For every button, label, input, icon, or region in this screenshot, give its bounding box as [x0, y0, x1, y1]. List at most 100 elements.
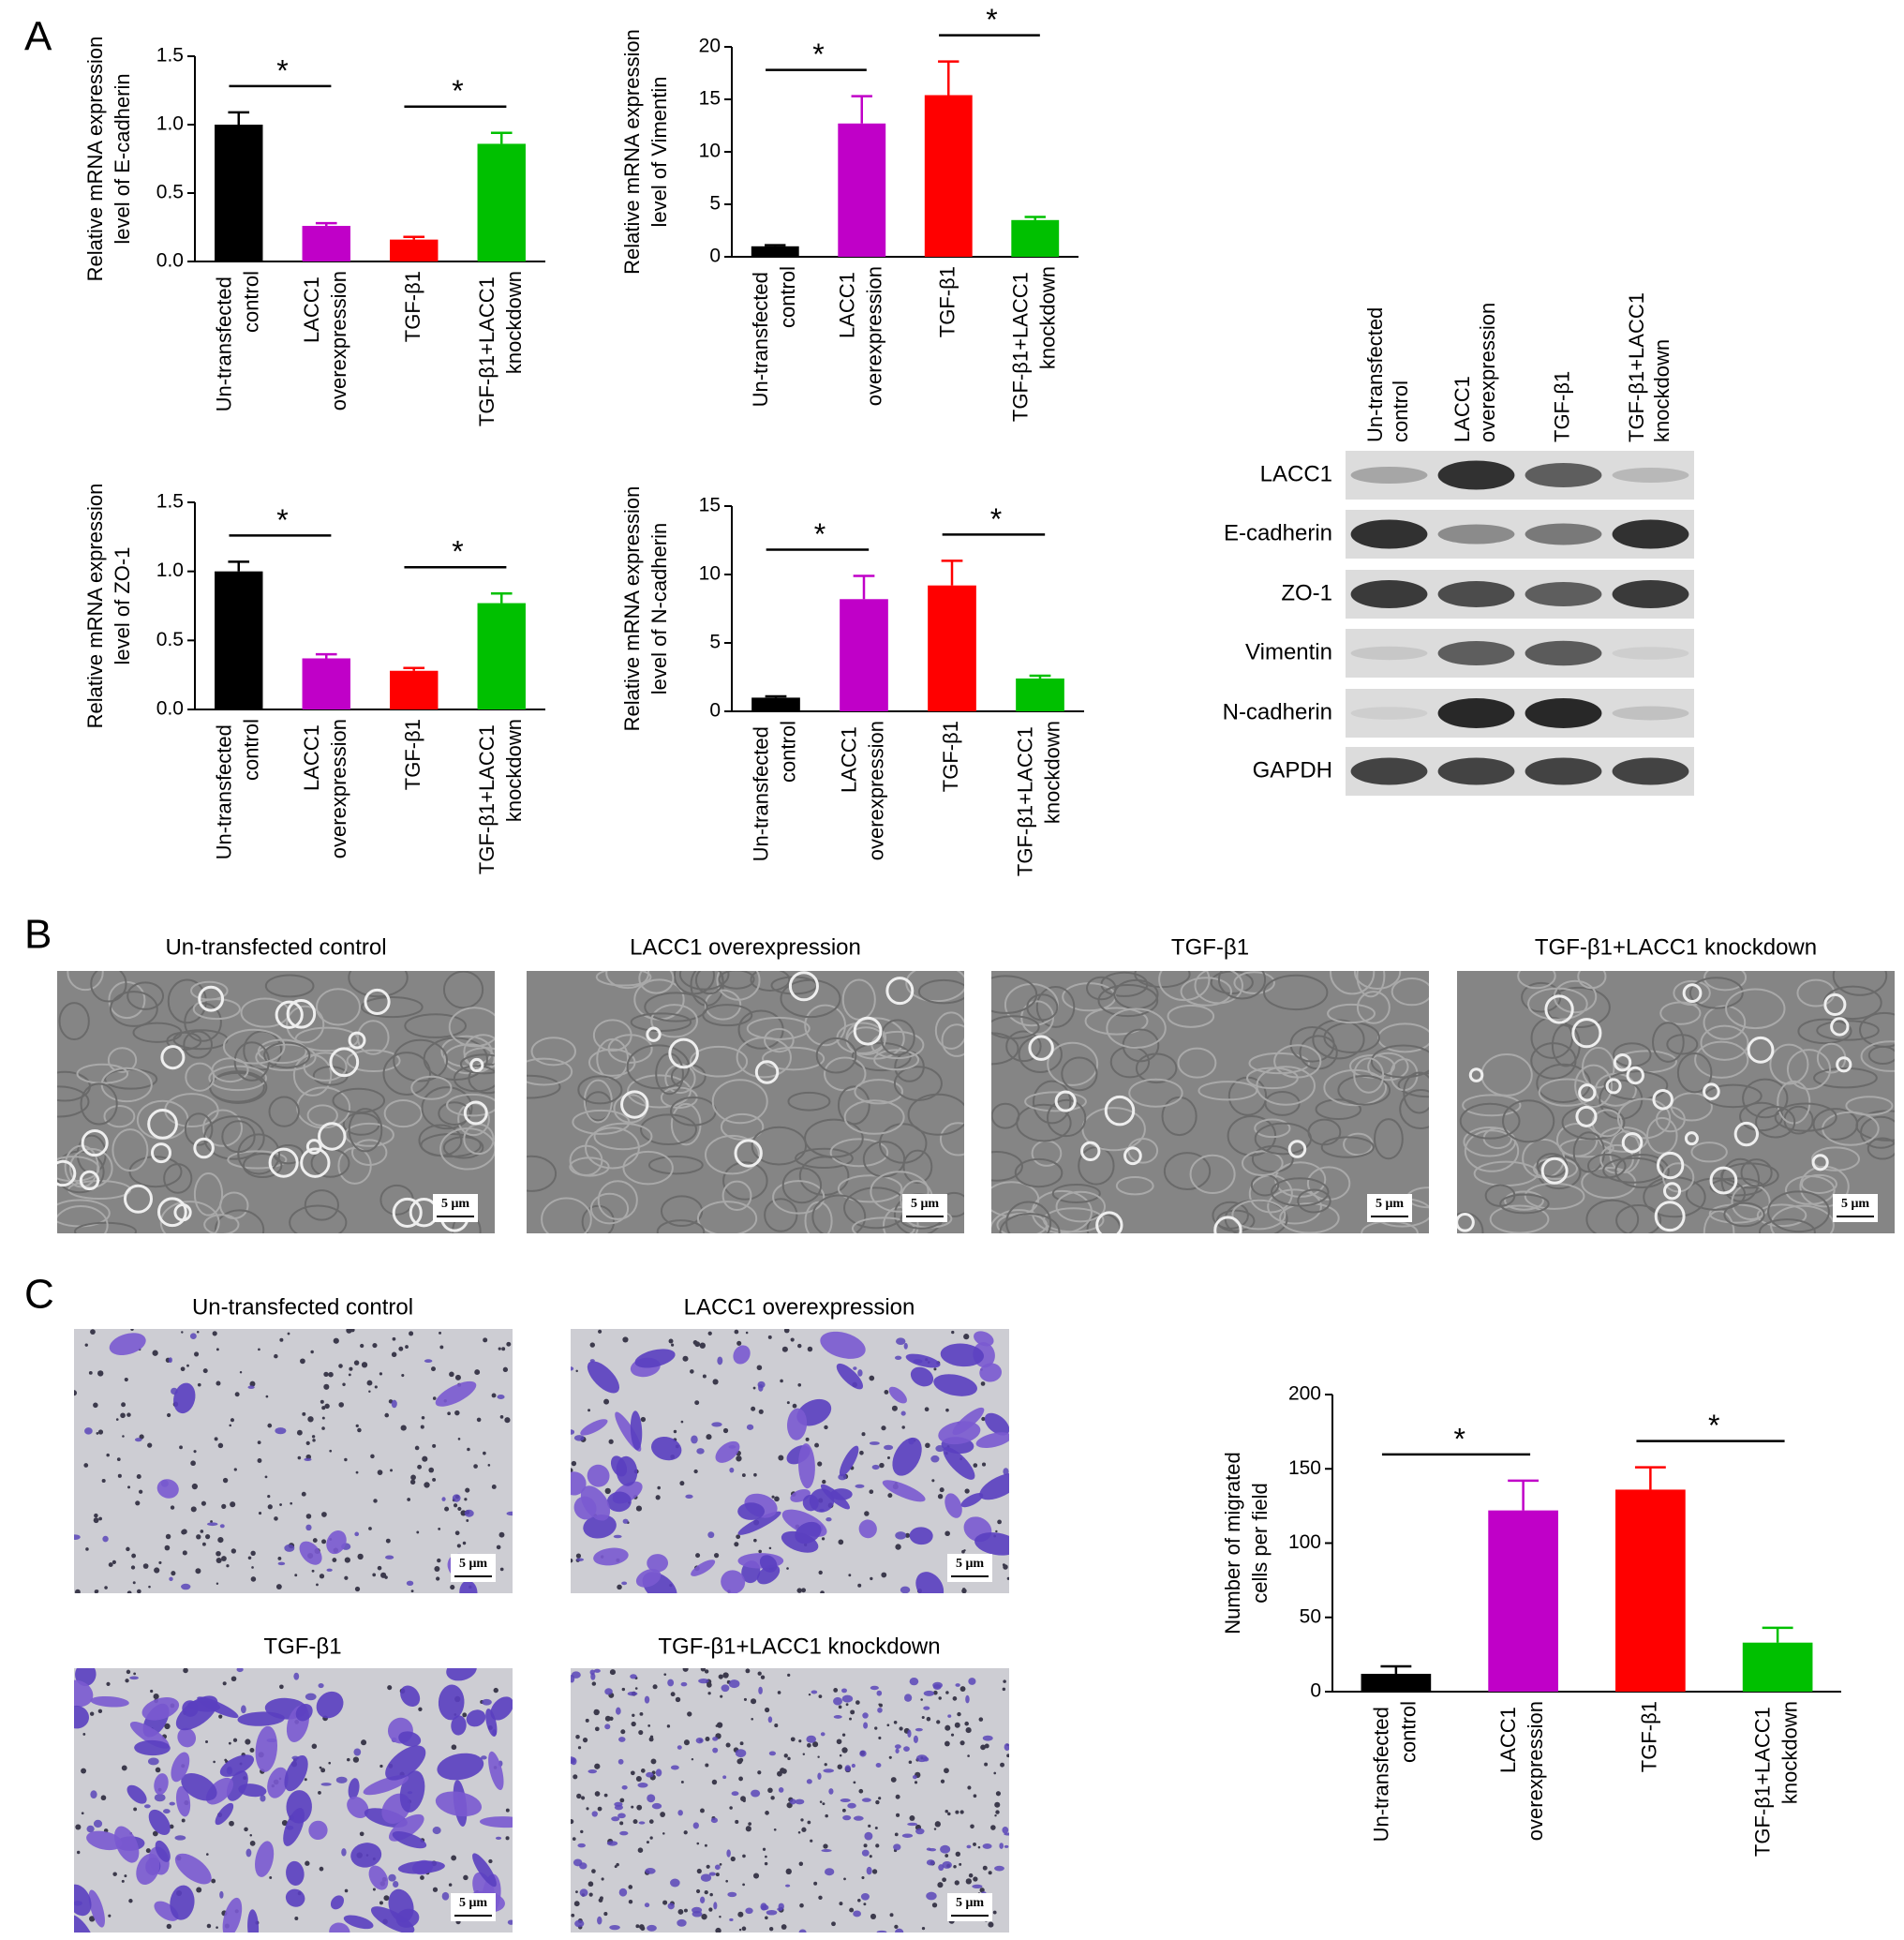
cell: [878, 1123, 928, 1164]
pore: [814, 1442, 820, 1448]
migrated-cell: [721, 1684, 730, 1693]
pore: [947, 1812, 951, 1816]
migrated-cell: [129, 1676, 139, 1680]
pore: [973, 1842, 976, 1846]
cell: [581, 1204, 616, 1233]
bar: [838, 123, 886, 257]
rounded-cell: [392, 1197, 423, 1228]
migrated-cell: [350, 1843, 382, 1868]
migrated-cell: [798, 1443, 815, 1489]
migrated-cell: [134, 1438, 142, 1442]
y-tick-label: 0: [709, 246, 721, 267]
pore: [245, 1739, 251, 1745]
cell: [1723, 1201, 1765, 1228]
pore: [864, 1511, 870, 1516]
pore: [74, 1589, 81, 1593]
pore: [995, 1791, 1002, 1797]
pore: [379, 1901, 383, 1905]
cell: [1233, 971, 1275, 994]
pore: [572, 1837, 576, 1842]
pore: [720, 1694, 723, 1698]
x-tick-label: TGF-β1: [935, 266, 959, 337]
pore: [265, 1395, 269, 1398]
cell: [1755, 1106, 1796, 1139]
pore: [373, 1499, 378, 1503]
pore: [768, 1546, 772, 1550]
migrated-cell: [691, 1435, 698, 1444]
migrated-cell: [617, 1758, 624, 1765]
pore: [875, 1799, 880, 1805]
significance-label: *: [1454, 1422, 1465, 1455]
pore: [438, 1527, 441, 1530]
pore: [97, 1429, 104, 1435]
pore: [648, 1819, 654, 1824]
pore: [319, 1866, 324, 1872]
pore: [1006, 1576, 1009, 1580]
rounded-cell: [151, 1142, 171, 1164]
pore: [377, 1565, 382, 1571]
rounded-cell: [268, 1147, 299, 1178]
pore: [869, 1855, 872, 1858]
bar: [751, 697, 800, 711]
pore: [881, 1572, 887, 1578]
pore: [869, 1489, 874, 1495]
pore: [190, 1506, 197, 1513]
migrated-cell: [907, 1729, 912, 1738]
pore: [808, 1693, 811, 1696]
pore: [608, 1439, 614, 1444]
pore: [147, 1442, 153, 1448]
cell: [1046, 1098, 1087, 1138]
migrated-cell: [573, 1496, 597, 1520]
cell: [764, 1198, 798, 1232]
y-tick-label: 1.0: [156, 560, 184, 581]
pore: [74, 1390, 78, 1396]
pore: [311, 1569, 315, 1573]
migrated-cell: [713, 1902, 718, 1910]
pore: [324, 1403, 330, 1410]
pore: [304, 1778, 307, 1782]
migrated-cell: [141, 1697, 180, 1721]
cell: [736, 1037, 792, 1079]
pore: [773, 1828, 777, 1831]
pore: [937, 1494, 944, 1500]
cell: [264, 974, 315, 998]
pore: [89, 1711, 95, 1716]
migrated-cell: [895, 1531, 907, 1540]
pore: [933, 1367, 937, 1371]
pore: [824, 1763, 827, 1767]
micrograph: 5 μm: [57, 971, 495, 1233]
migrated-cell: [398, 1731, 422, 1747]
pore: [217, 1536, 224, 1544]
protein-label: Vimentin: [1245, 639, 1332, 664]
micrograph: 5 μm: [991, 971, 1429, 1233]
pore: [1006, 1753, 1009, 1758]
pore: [837, 1764, 842, 1769]
pore: [296, 1429, 303, 1436]
pore: [267, 1423, 273, 1428]
pore: [952, 1696, 958, 1701]
pore: [691, 1757, 694, 1761]
pore: [581, 1796, 586, 1800]
pore: [131, 1553, 137, 1559]
pore: [323, 1383, 330, 1390]
micrograph: 5 μm: [527, 971, 964, 1233]
pore: [588, 1881, 594, 1888]
migrated-cell: [134, 1739, 171, 1756]
pore: [158, 1560, 162, 1564]
cell: [227, 1150, 288, 1170]
pore: [93, 1517, 99, 1524]
pore: [868, 1824, 871, 1828]
rounded-cell: [734, 1139, 763, 1168]
migrated-cell: [295, 1703, 313, 1722]
blot-band: [1437, 460, 1515, 490]
cell: [1499, 1193, 1550, 1215]
pore: [683, 1739, 690, 1746]
pore: [88, 1370, 93, 1375]
cell: [804, 1004, 847, 1047]
migrated-cell: [900, 1410, 906, 1416]
pore: [305, 1440, 310, 1445]
pore: [857, 1583, 862, 1588]
bar: [215, 125, 263, 261]
pore: [706, 1434, 712, 1440]
pore: [594, 1791, 601, 1797]
